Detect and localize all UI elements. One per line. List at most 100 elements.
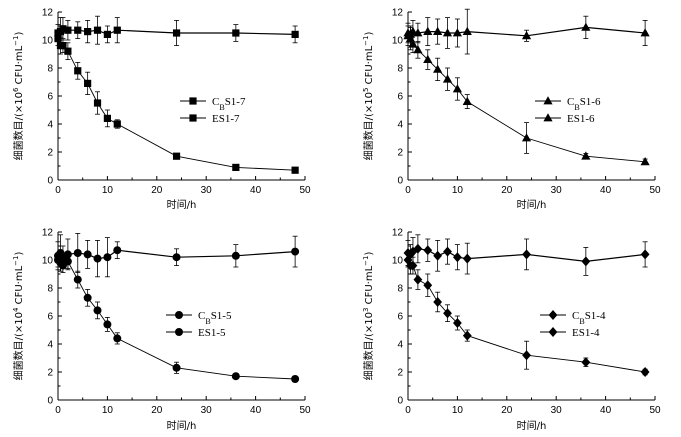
data-point [231,251,240,260]
y-tick-label: 4 [47,340,53,351]
legend-marker [189,114,197,122]
data-point [59,42,67,50]
data-point [453,318,462,328]
y-axis-label: 细菌数目/(×106 CFU·mL−1) [12,32,25,161]
data-point [73,275,82,284]
series-CBS1-7 [54,15,299,46]
data-point [232,29,240,37]
chart-panel-s4: 0 2 4 6 8 10 12 0 10 20 30 40 50 时间/h 细菌数目/(×103 CFU·m… [362,228,661,433]
data-point [453,252,462,263]
data-point [232,163,240,171]
legend-entry-ES1-5: ES1-5 [166,327,226,339]
chart-panel-s6: 0 2 4 6 8 10 12 0 10 20 30 40 50 时间/h 细菌数目/(×105 CFU·m… [362,8,661,212]
data-point [291,375,300,383]
data-point [103,30,111,38]
x-tick-label: 30 [551,185,563,196]
y-tick-label: 2 [47,368,53,379]
x-tick-label: 10 [102,185,114,196]
data-point [74,26,82,34]
legend-entry-ES1-6: ES1-6 [535,113,595,125]
legend-marker [543,113,553,122]
legend-entry-CBS1-5: CBS1-5 [166,310,232,326]
data-point [521,133,532,142]
x-axis-label: 时间/h [167,198,197,211]
x-axis-label: 时间/h [517,419,547,432]
series-line [57,38,296,171]
data-point [172,253,181,262]
legend-label: ES1-7 [212,113,240,125]
data-point [433,250,443,261]
data-point [93,26,102,34]
x-tick-label: 50 [299,405,311,416]
y-tick-label: 6 [397,92,403,103]
data-point [113,334,122,343]
y-tick-label: 10 [42,36,54,47]
data-point [443,246,452,257]
data-point [103,253,112,262]
series-line [57,259,296,380]
chart-panel-s5: 0 2 4 6 8 10 12 0 10 20 30 40 50 时间/h 细菌数目/(×104 CFU·m… [12,228,311,433]
series-CBS1-5 [54,232,300,278]
data-point [93,99,102,107]
x-tick-label: 30 [201,405,213,416]
legend-label: ES1-5 [198,327,226,339]
data-point [413,243,423,254]
y-tick-label: 8 [397,64,403,75]
x-tick-label: 40 [600,405,612,416]
legend-label: ES1-4 [572,327,600,339]
data-point [423,26,433,35]
data-point [113,120,121,128]
x-tick-label: 0 [405,405,411,416]
x-tick-label: 0 [405,185,411,196]
data-point [64,26,72,34]
data-point [413,28,423,37]
data-point [83,293,92,302]
y-tick-label: 12 [42,8,54,19]
legend-entry-CBS1-4: CBS1-4 [540,310,606,326]
series-CBS1-4 [403,234,650,276]
y-tick-label: 4 [397,120,403,131]
y-tick-label: 4 [47,120,53,131]
data-point [442,74,453,83]
data-point [172,29,181,37]
data-point [522,249,531,260]
y-axis-label: 细菌数目/(×103 CFU·mL−1) [362,252,375,381]
data-point [581,357,591,368]
data-point [93,254,102,263]
data-point [521,31,532,40]
x-tick-label: 30 [201,185,213,196]
y-tick-label: 6 [397,312,403,323]
series-ES1-5 [54,252,300,383]
data-point [462,26,472,35]
data-point [103,320,112,329]
legend-marker [548,327,558,337]
data-point [640,367,650,377]
y-tick-label: 6 [47,92,53,103]
data-point [413,45,423,54]
x-tick-label: 0 [55,405,61,416]
series-ES1-4 [403,252,650,377]
x-tick-label: 0 [55,185,61,196]
y-tick-label: 6 [47,312,53,323]
chart-panel-s7: 0 2 4 6 8 10 12 0 10 20 30 40 50 时间/h 细菌数目/(×106 CFU·m… [12,8,311,212]
y-tick-label: 2 [397,148,403,159]
y-tick-label: 10 [42,256,54,267]
y-tick-label: 12 [42,228,54,239]
data-point [462,253,472,264]
data-point [640,157,650,166]
data-point [231,372,240,381]
x-tick-label: 20 [151,405,163,416]
x-tick-label: 40 [250,185,262,196]
legend-label: ES1-6 [567,113,595,125]
y-tick-label: 12 [392,8,404,19]
legend-entry-ES1-7: ES1-7 [180,113,240,125]
y-tick-label: 8 [397,284,403,295]
data-point [462,330,472,341]
data-point [113,246,122,255]
data-point [54,35,62,43]
y-tick-label: 2 [47,148,53,159]
legend-marker [175,328,183,336]
data-point [172,152,181,160]
series-ES1-6 [403,25,650,166]
